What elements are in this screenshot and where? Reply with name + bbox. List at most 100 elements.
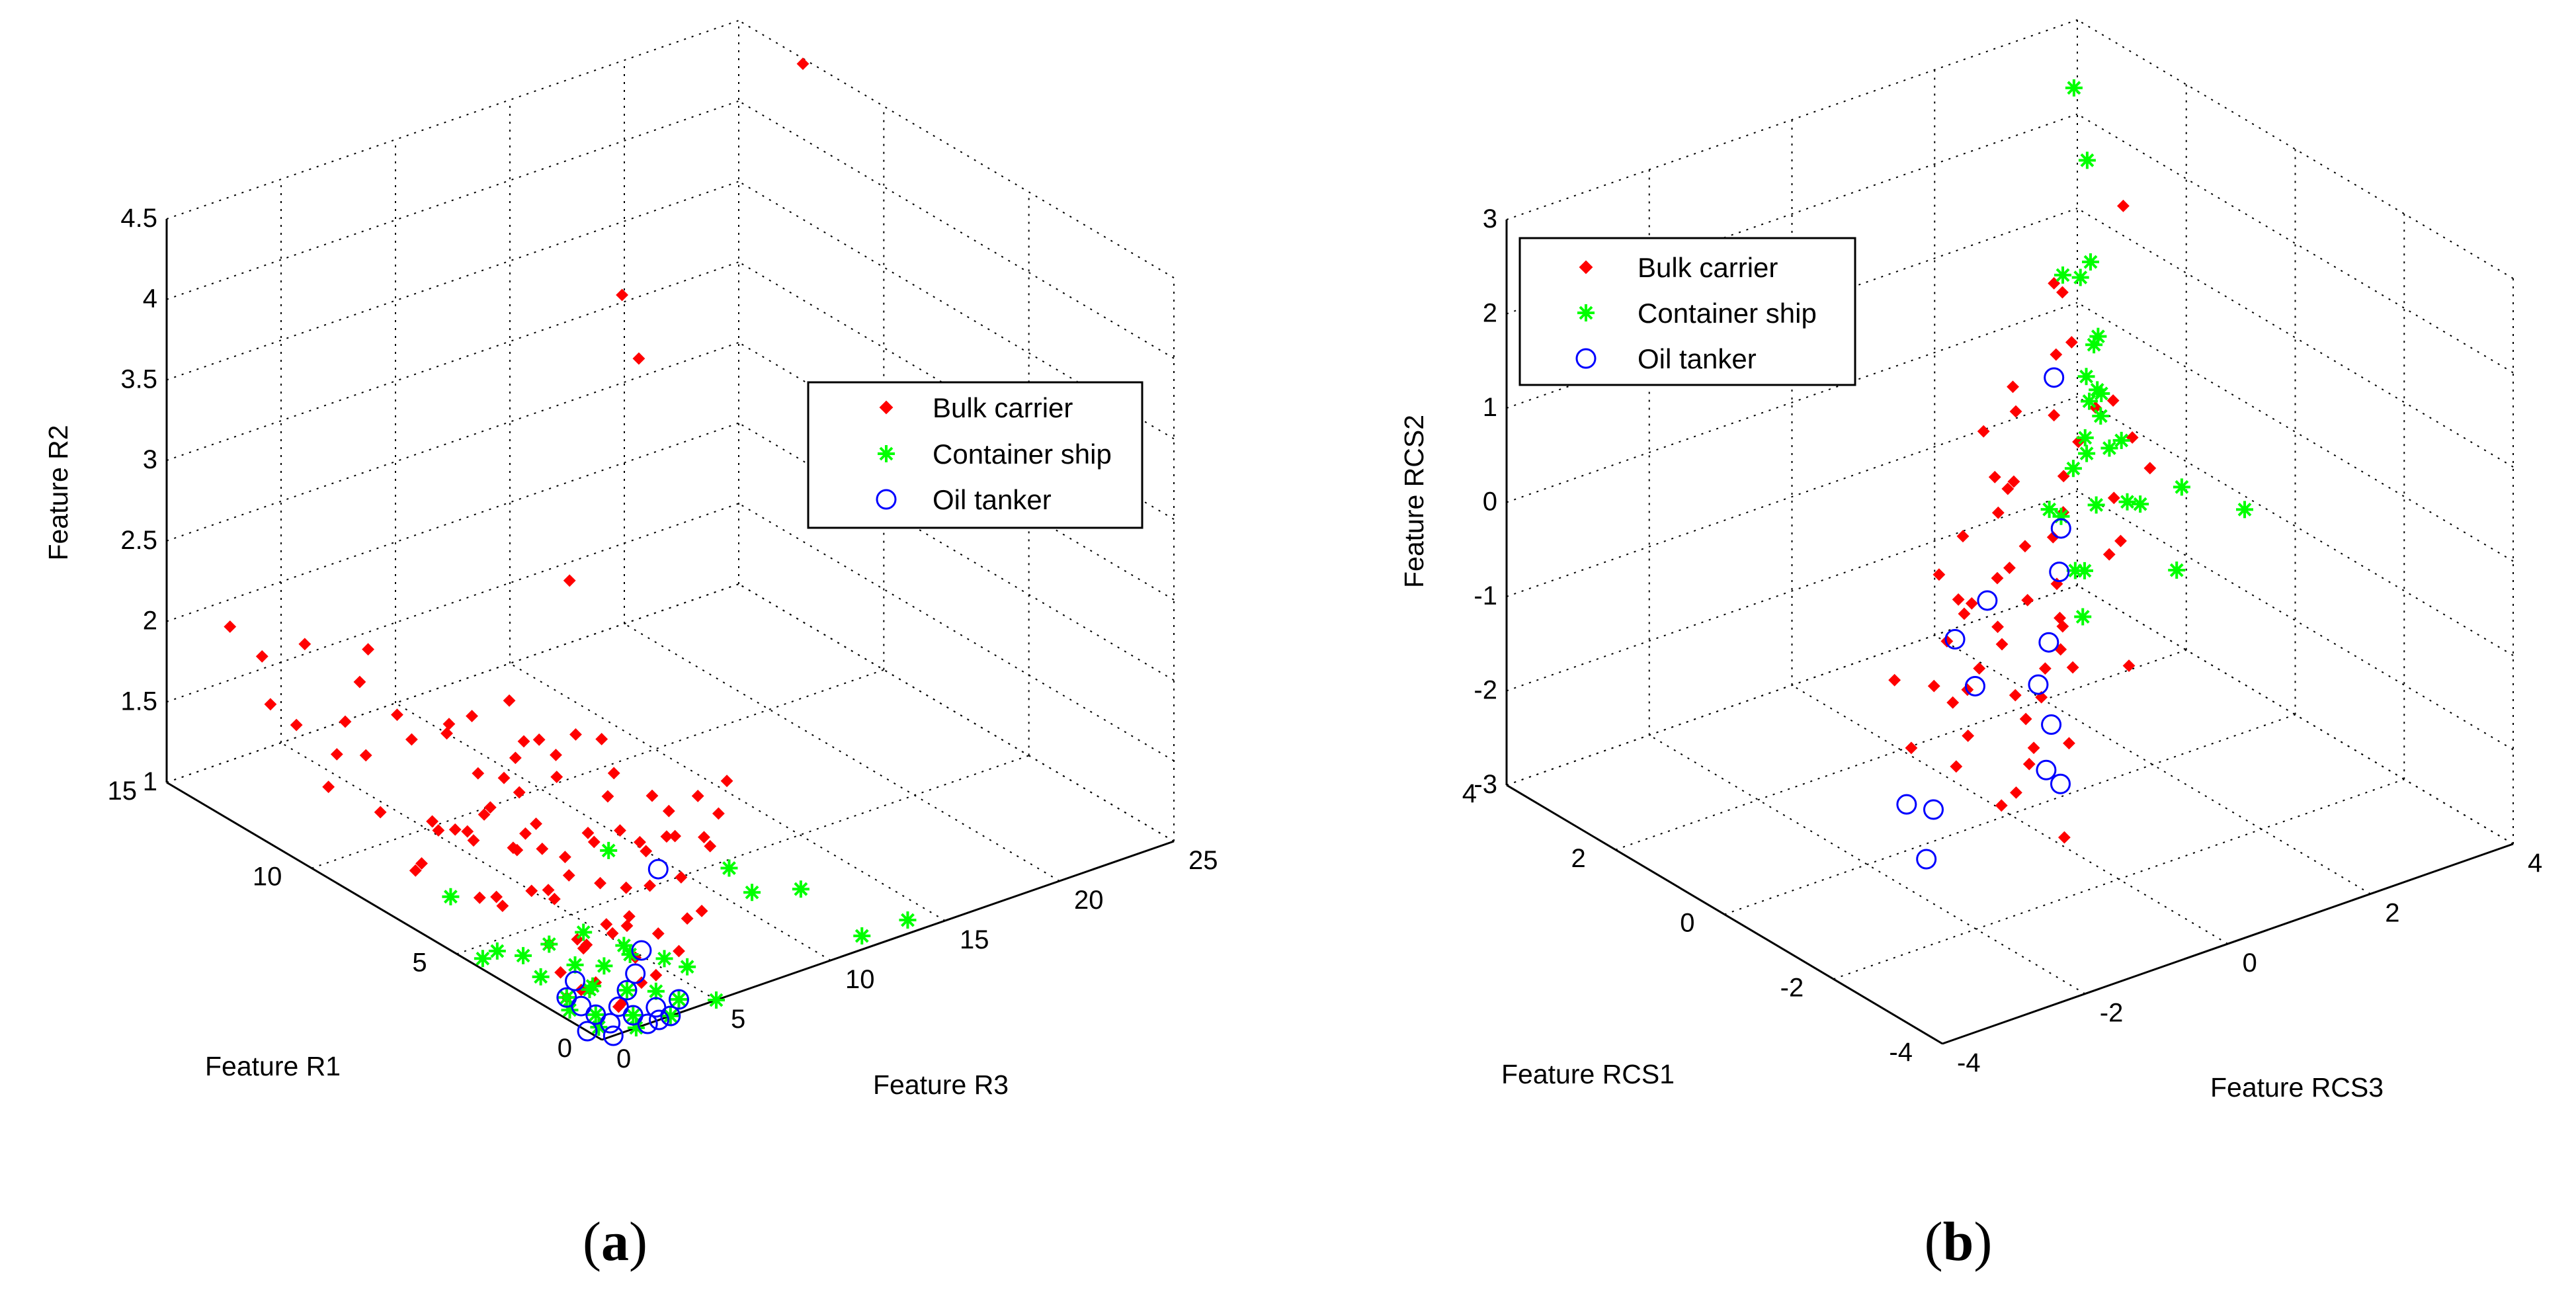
panel-b-point-bulk-carrier bbox=[1965, 597, 1978, 610]
panel-b-legend-marker-bulk bbox=[1579, 260, 1593, 274]
panel-a-gridline bbox=[624, 623, 1060, 882]
panel-b-point-bulk-carrier bbox=[2117, 199, 2130, 212]
panel-b-gridline bbox=[2077, 113, 2514, 374]
panel-a-point-container-ship bbox=[595, 957, 613, 975]
panel-b-x-axis-line bbox=[1506, 784, 1943, 1045]
panel-a-point-bulk-carrier bbox=[483, 801, 497, 814]
panel-a-point-bulk-carrier bbox=[466, 710, 478, 723]
panel-b-legend: Bulk carrier Container ship Oil tanker bbox=[1518, 237, 1856, 386]
panel-b-z-tick-label: 1 bbox=[1483, 393, 1497, 422]
panel-a-point-bulk-carrier bbox=[673, 944, 685, 958]
panel-b-gridline bbox=[2077, 302, 2514, 562]
panel-b-point-bulk-carrier bbox=[2021, 593, 2034, 607]
panel-a-point-bulk-carrier bbox=[255, 650, 269, 663]
panel-b-z-axis-label: Feature RCS2 bbox=[1399, 415, 1429, 588]
panel-b-point-bulk-carrier bbox=[2050, 348, 2063, 361]
panel-a-x-tick-label: 15 bbox=[108, 776, 138, 806]
panel-a-point-container-ship bbox=[584, 977, 602, 995]
panel-a-point-bulk-carrier bbox=[461, 825, 474, 838]
panel-a-point-bulk-carrier bbox=[362, 643, 375, 656]
panel-a-gridline bbox=[166, 583, 739, 783]
panel-a-gridline bbox=[456, 755, 1029, 955]
panel-a-point-container-ship bbox=[720, 859, 738, 877]
panel-b-point-oil-tanker bbox=[1944, 629, 1966, 650]
panel-b-point-container-ship bbox=[2132, 495, 2149, 513]
panel-a-point-bulk-carrier bbox=[298, 638, 312, 651]
panel-b-point-bulk-carrier bbox=[2107, 491, 2120, 505]
panel-a-point-bulk-carrier bbox=[569, 728, 582, 741]
panel-b-z-tick-label: 3 bbox=[1483, 204, 1497, 233]
panel-b-gridline bbox=[2077, 208, 2514, 468]
panel-b-point-bulk-carrier bbox=[2027, 741, 2040, 755]
panel-b-point-oil-tanker bbox=[2050, 518, 2071, 539]
panel-b-point-bulk-carrier bbox=[1995, 638, 2009, 651]
panel-b-z-tick-label: -2 bbox=[1474, 676, 1497, 705]
panel-b-point-bulk-carrier bbox=[2009, 786, 2022, 799]
panel-b-y-tick-label: -4 bbox=[1957, 1048, 1981, 1077]
panel-a-point-bulk-carrier bbox=[442, 718, 456, 731]
panel-a-point-container-ship bbox=[670, 991, 688, 1009]
panel-b-point-bulk-carrier bbox=[2038, 662, 2052, 675]
panel-a-point-bulk-carrier bbox=[660, 830, 673, 843]
panel-b-point-bulk-carrier bbox=[1991, 620, 2004, 634]
panel-a-point-bulk-carrier bbox=[662, 804, 675, 817]
panel-a-gridline bbox=[738, 181, 1175, 440]
panel-a-point-bulk-carrier bbox=[264, 698, 277, 711]
panel-a-point-bulk-carrier bbox=[405, 733, 418, 746]
panel-b-point-container-ship bbox=[2092, 407, 2110, 425]
panel-a-point-bulk-carrier bbox=[620, 919, 634, 933]
panel-b-legend-label-bulk: Bulk carrier bbox=[1638, 252, 1778, 283]
panel-a-z-tick-label: 3 bbox=[143, 445, 157, 474]
panel-b-point-container-ship bbox=[2112, 431, 2130, 449]
panel-b-point-bulk-carrier bbox=[2022, 757, 2036, 771]
panel-a-point-container-ship bbox=[474, 950, 491, 968]
panel-a-point-container-ship bbox=[899, 911, 917, 929]
panel-b-point-container-ship bbox=[2052, 507, 2070, 525]
panel-a-point-bulk-carrier bbox=[536, 842, 549, 855]
panel-b-point-bulk-carrier bbox=[2003, 562, 2016, 575]
panel-b-point-bulk-carrier bbox=[1952, 593, 1965, 606]
panel-a-point-container-ship bbox=[743, 884, 761, 901]
panel-a-point-container-ship bbox=[561, 1001, 579, 1019]
panel-b-point-bulk-carrier bbox=[2048, 409, 2061, 422]
panel-a-z-tick-label: 2.5 bbox=[120, 526, 157, 555]
panel-a-point-bulk-carrier bbox=[600, 918, 613, 931]
panel-a-gridline bbox=[280, 742, 717, 1001]
panel-a-legend: Bulk carrier Container ship Oil tanker bbox=[807, 381, 1143, 529]
panel-a-caption-letter: a bbox=[601, 1211, 629, 1273]
panel-a-legend-label-tanker: Oil tanker bbox=[933, 484, 1052, 515]
panel-b-z-tick-label: -1 bbox=[1474, 581, 1497, 610]
panel-b-point-oil-tanker bbox=[1896, 794, 1917, 815]
panel-a-point-bulk-carrier bbox=[519, 827, 532, 840]
panel-b-gridline bbox=[1506, 585, 2078, 786]
panel-a-point-bulk-carrier bbox=[530, 817, 542, 830]
panel-b-point-bulk-carrier bbox=[2114, 534, 2127, 548]
panel-a-point-oil-tanker bbox=[668, 989, 689, 1010]
panel-a-point-bulk-carrier bbox=[554, 966, 567, 979]
panel-a-point-bulk-carrier bbox=[712, 807, 725, 820]
panel-a-point-bulk-carrier bbox=[374, 806, 387, 819]
panel-b-y-tick-label: 0 bbox=[2243, 948, 2257, 978]
panel-a-point-container-ship bbox=[618, 982, 636, 999]
panel-a-y-tick-label: 20 bbox=[1074, 886, 1104, 915]
panel-a-point-bulk-carrier bbox=[601, 790, 614, 803]
panel-a-point-oil-tanker bbox=[577, 1021, 598, 1042]
panel-b-point-bulk-carrier bbox=[1956, 530, 1970, 543]
panel-b-point-container-ship bbox=[2118, 493, 2136, 511]
panel-a-point-oil-tanker bbox=[649, 1009, 669, 1030]
panel-b-point-container-ship bbox=[2087, 496, 2105, 514]
panel-b-point-bulk-carrier bbox=[1927, 679, 1940, 692]
panel-b-caption: (b) bbox=[1925, 1211, 1993, 1273]
panel-a-point-bulk-carrier bbox=[359, 749, 372, 762]
panel-a-point-bulk-carrier bbox=[720, 775, 733, 788]
panel-a-point-bulk-carrier bbox=[681, 912, 694, 925]
panel-a-point-oil-tanker bbox=[631, 940, 652, 961]
panel-a-caption-open: ( bbox=[583, 1211, 601, 1273]
panel-b-gridline bbox=[1506, 490, 2078, 692]
panel-b-point-container-ship bbox=[2078, 151, 2096, 169]
panel-a-point-bulk-carrier bbox=[698, 831, 710, 844]
panel-b-point-container-ship bbox=[2074, 608, 2092, 626]
panel-b-x-tick-label: 2 bbox=[1571, 844, 1586, 873]
panel-a-z-tick-label: 1 bbox=[143, 767, 157, 796]
panel-b-gridline bbox=[2077, 490, 2514, 751]
